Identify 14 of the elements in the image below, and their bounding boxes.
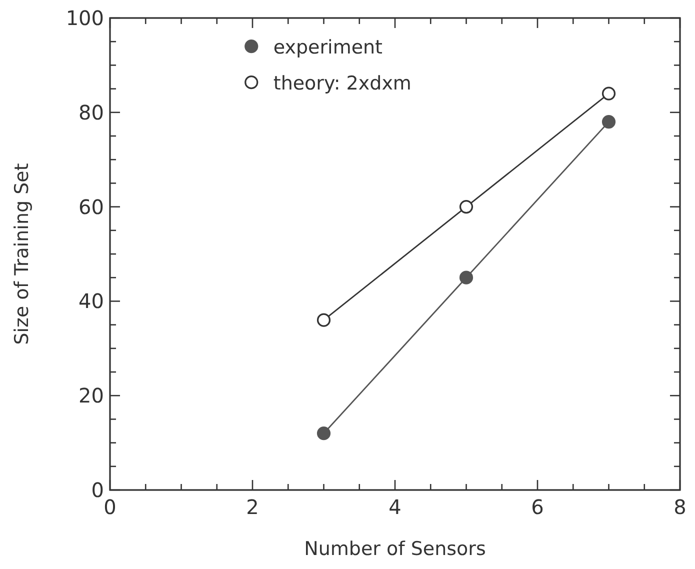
- x-axis-title: Number of Sensors: [304, 538, 486, 560]
- y-tick-label: 100: [66, 6, 104, 30]
- y-tick-label: 80: [78, 100, 104, 124]
- x-tick-label: 6: [531, 495, 544, 519]
- legend-label: theory: 2xdxm: [273, 72, 412, 94]
- y-tick-label: 20: [78, 384, 104, 408]
- y-tick-label: 0: [91, 478, 104, 502]
- x-tick-label: 8: [674, 495, 686, 519]
- y-tick-label: 60: [78, 194, 104, 219]
- x-tick-label: 4: [388, 495, 402, 519]
- legend-label: experiment: [273, 36, 383, 58]
- y-axis-title: Size of Training Set: [11, 163, 33, 345]
- y-tick-label: 40: [78, 289, 104, 314]
- x-tick-label: 2: [246, 495, 259, 519]
